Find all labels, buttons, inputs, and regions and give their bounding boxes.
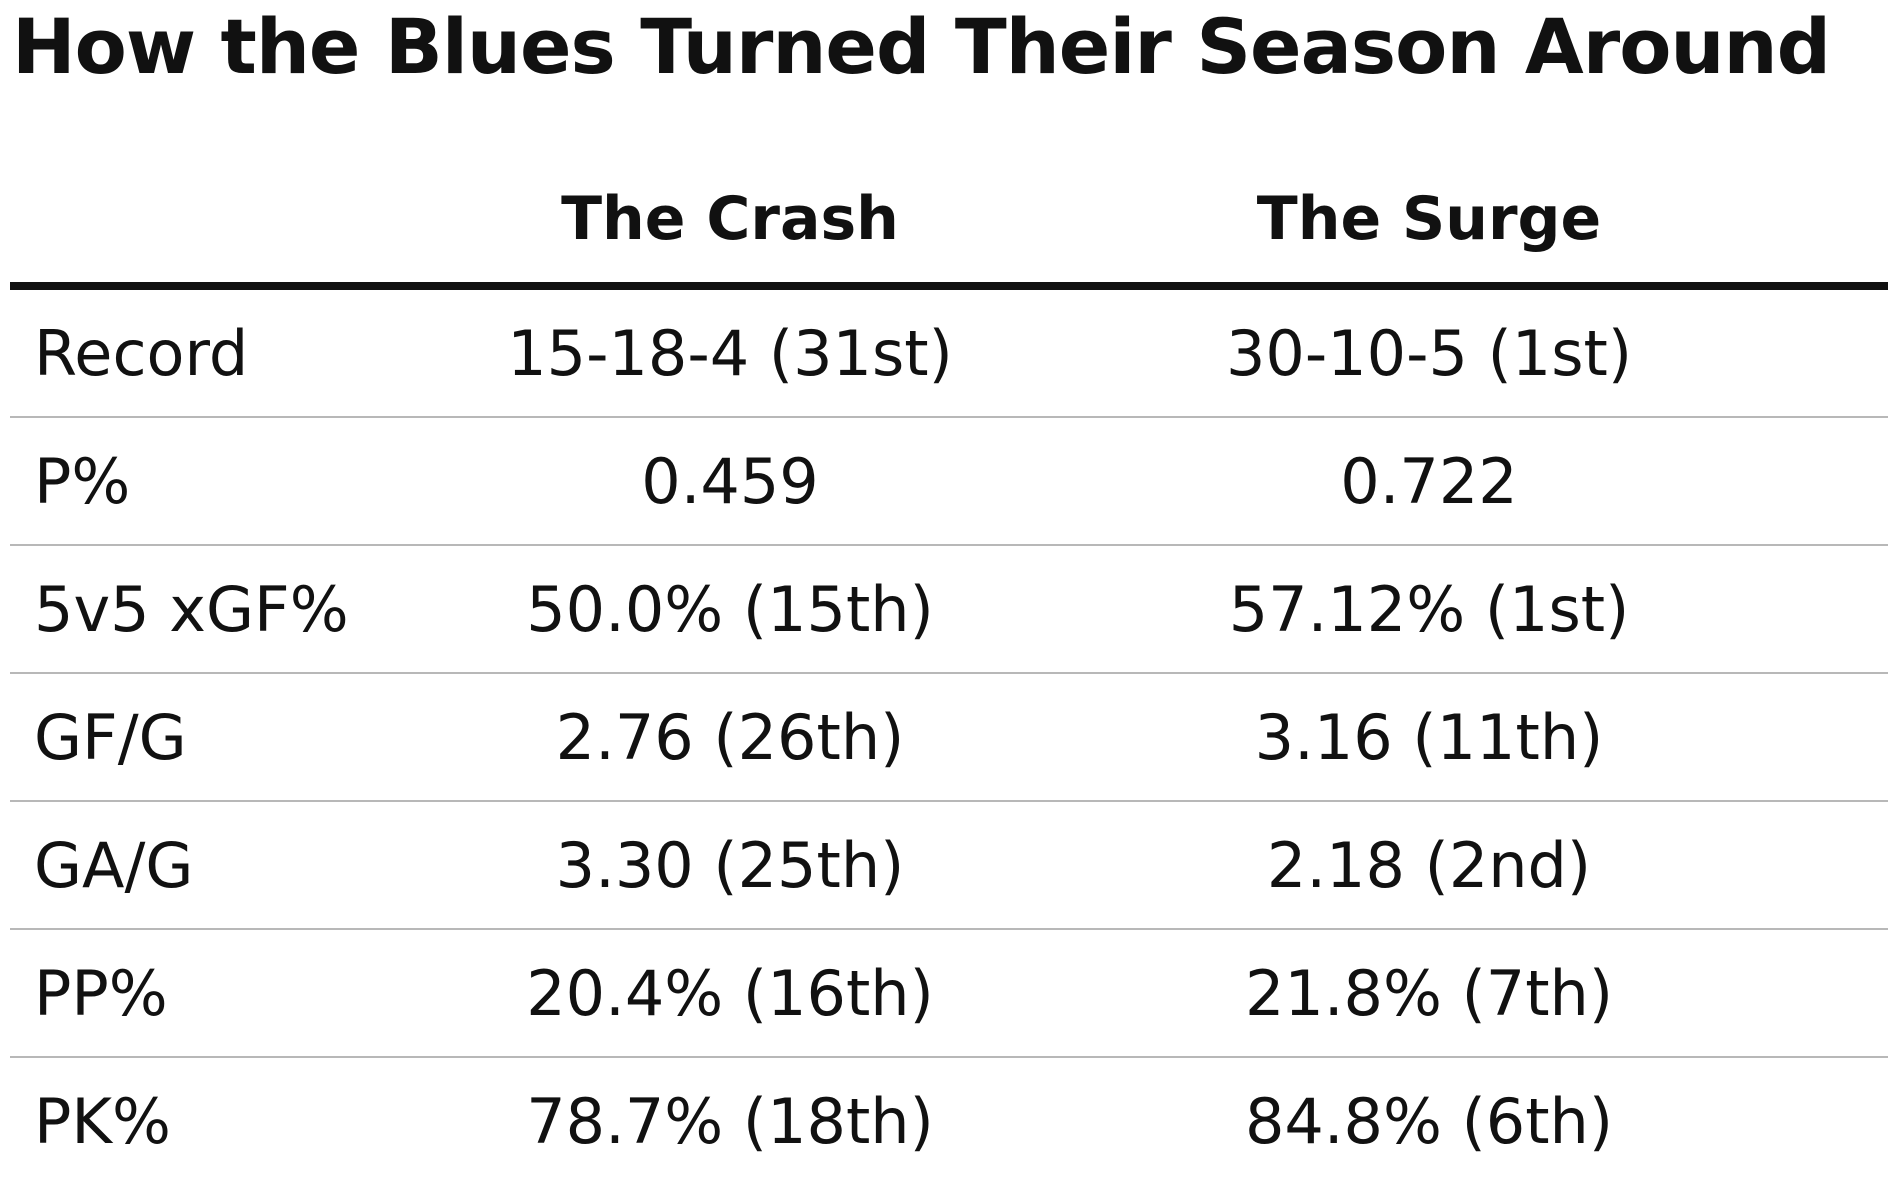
crash-value: 50.0% (15th) [490, 545, 970, 674]
table-row: P% 0.459 0.722 [10, 417, 1888, 546]
table-row: Record 15-18-4 (31st) 30-10-5 (1st) [10, 286, 1888, 418]
table-row: 5v5 xGF% 50.0% (15th) 57.12% (1st) [10, 545, 1888, 674]
crash-value: 78.7% (18th) [526, 1084, 934, 1158]
row-metric-label: PK% [34, 1084, 171, 1158]
table-row: PP% 20.4% (16th) 21.8% (7th) [10, 929, 1888, 1058]
surge-value: 2.18 (2nd) [970, 801, 1888, 930]
crash-value: 15-18-4 (31st) [490, 286, 970, 418]
surge-value: 57.12% (1st) [970, 545, 1888, 674]
row-metric-label: Record [10, 286, 490, 418]
header-metric [10, 155, 490, 290]
surge-value: 0.722 [970, 417, 1888, 546]
table-row: PK% 78.7% (18th) 84.8% (6th) [10, 1057, 1888, 1184]
surge-value: 30-10-5 (1st) [970, 286, 1888, 418]
row-metric-label: GA/G [10, 801, 490, 930]
header-the-crash: The Crash [490, 155, 970, 290]
row-metric-label: P% [10, 417, 490, 546]
row-metric-label: GF/G [10, 673, 490, 802]
table-header-row: The Crash The Surge [10, 155, 1888, 290]
crash-value: 0.459 [490, 417, 970, 546]
header-the-surge: The Surge [970, 155, 1888, 290]
surge-value: 3.16 (11th) [970, 673, 1888, 802]
table-row: GA/G 3.30 (25th) 2.18 (2nd) [10, 801, 1888, 930]
table-row: GF/G 2.76 (26th) 3.16 (11th) [10, 673, 1888, 802]
row-metric-label: 5v5 xGF% [10, 545, 490, 674]
crash-value: 3.30 (25th) [490, 801, 970, 930]
crash-value: 20.4% (16th) [490, 929, 970, 1058]
surge-value: 21.8% (7th) [970, 929, 1888, 1058]
page-title: How the Blues Turned Their Season Around [12, 2, 1831, 91]
crash-value: 2.76 (26th) [490, 673, 970, 802]
comparison-table: The Crash The Surge Record 15-18-4 (31st… [10, 155, 1888, 1184]
row-metric-label: PP% [10, 929, 490, 1058]
surge-value: 84.8% (6th) [1244, 1084, 1614, 1158]
